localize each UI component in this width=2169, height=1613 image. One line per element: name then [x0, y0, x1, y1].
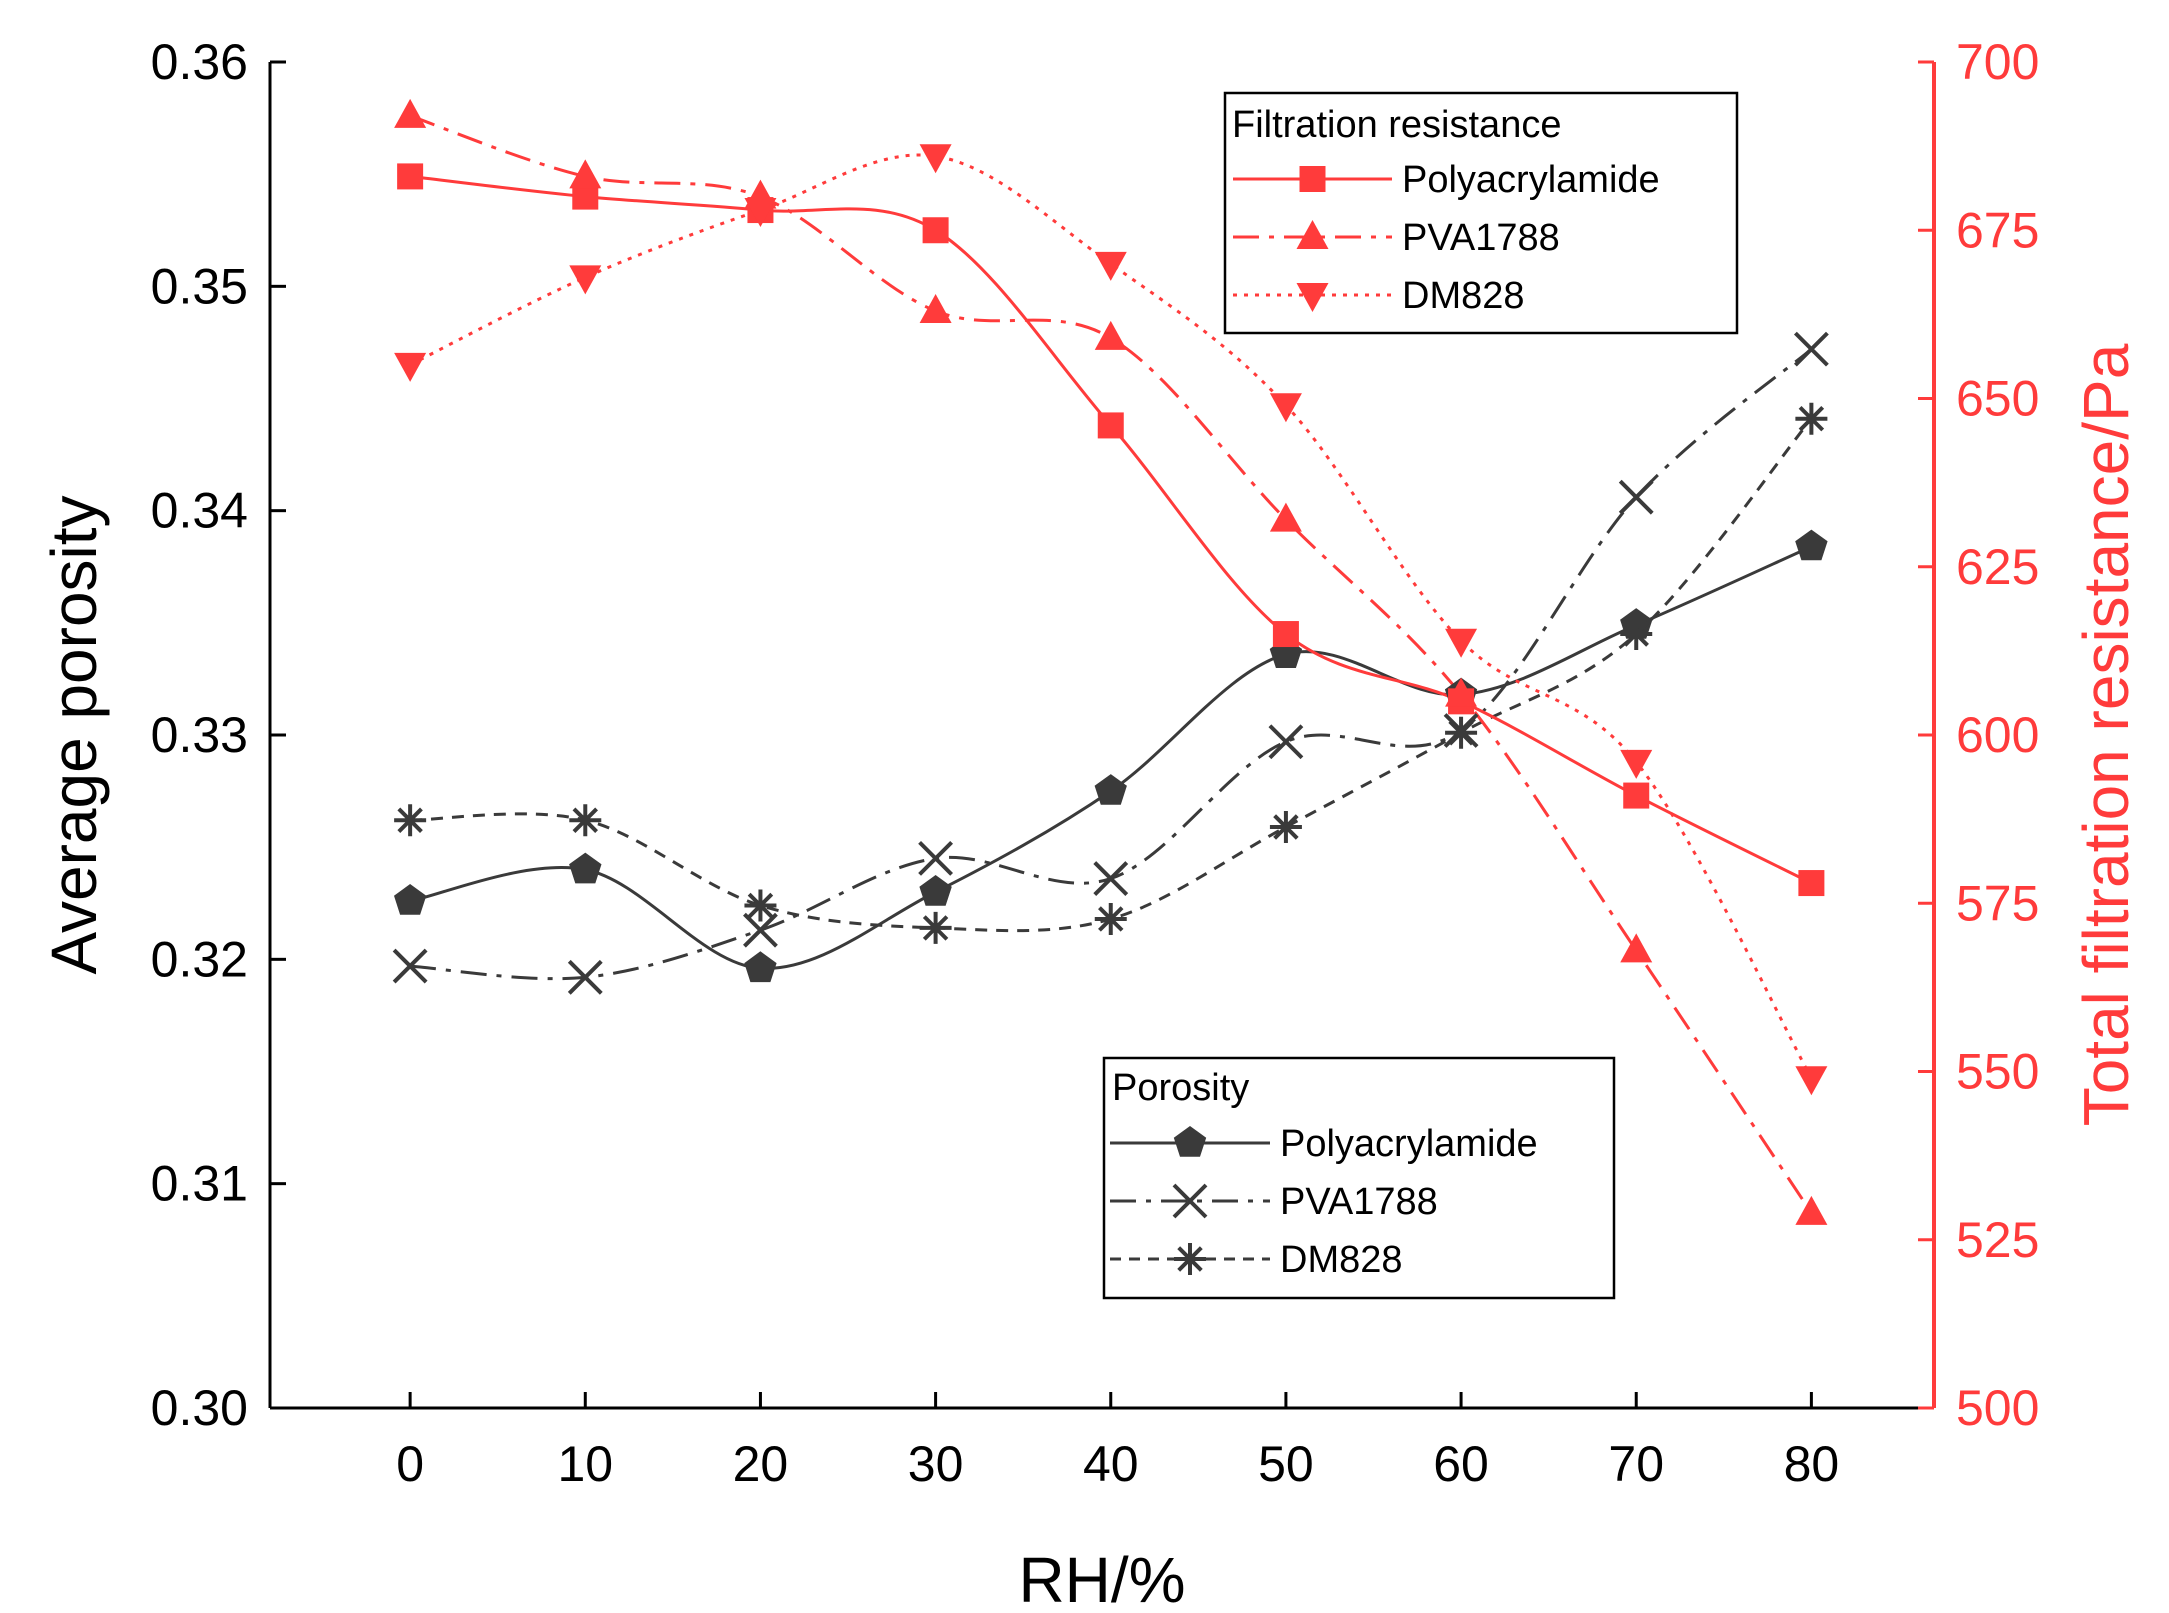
left-tick-label: 0.34: [151, 483, 248, 539]
x-tick-label: 60: [1433, 1436, 1489, 1492]
data-point-resistance-pva1788: [1620, 933, 1653, 963]
legend-marker-pva1788: [1172, 1183, 1208, 1219]
series-line-resistance-pva1788: [409, 114, 1813, 1214]
data-point-porosity-pva1788: [743, 912, 778, 948]
data-point-porosity-pva1788: [392, 948, 428, 984]
data-point-resistance-polyacrylamide: [1097, 412, 1124, 439]
data-point-porosity-polyacrylamide: [744, 951, 777, 983]
data-point-porosity-polyacrylamide: [1094, 774, 1127, 805]
data-point-porosity-dm828: [1094, 902, 1127, 935]
data-point-porosity-pva1788: [1268, 724, 1304, 760]
x-tick-label: 10: [557, 1436, 613, 1492]
right-tick-label: 675: [1956, 202, 2039, 258]
right-tick-label: 700: [1956, 34, 2039, 90]
data-point-porosity-pva1788: [567, 959, 603, 995]
right-tick-label: 625: [1956, 539, 2039, 595]
data-point-resistance-polyacrylamide: [1623, 782, 1650, 809]
x-tick-label: 0: [396, 1436, 424, 1492]
legend-label-polyacrylamide: Polyacrylamide: [1280, 1123, 1538, 1165]
left-tick-label: 0.33: [151, 707, 248, 763]
right-tick-label: 550: [1956, 1044, 2039, 1100]
right-axis-title: Total filtration resistance/Pa: [2070, 343, 2142, 1126]
data-point-resistance-pva1788: [919, 294, 952, 324]
left-tick-label: 0.32: [151, 931, 248, 987]
plot-markers: [392, 98, 1829, 1225]
data-point-resistance-polyacrylamide: [922, 217, 949, 244]
data-point-resistance-polyacrylamide: [1272, 621, 1299, 648]
data-point-resistance-dm828: [1094, 251, 1127, 281]
data-point-resistance-pva1788: [1795, 1195, 1828, 1225]
data-point-resistance-pva1788: [1269, 502, 1302, 532]
data-point-resistance-dm828: [1269, 393, 1302, 423]
data-point-porosity-polyacrylamide: [1795, 529, 1828, 561]
data-point-porosity-dm828: [919, 911, 952, 944]
data-point-resistance-dm828: [1620, 749, 1653, 779]
data-point-porosity-dm828: [1795, 402, 1828, 435]
data-point-resistance-pva1788: [394, 98, 427, 128]
legend-label-dm828: DM828: [1280, 1239, 1403, 1281]
data-point-resistance-polyacrylamide: [397, 163, 424, 190]
left-axis-title: Average porosity: [38, 495, 110, 974]
data-point-porosity-dm828: [744, 889, 777, 922]
data-point-resistance-pva1788: [569, 159, 602, 189]
series-line-porosity-dm828: [410, 417, 1813, 933]
legend-marker-polyacrylamide: [1299, 166, 1326, 192]
legend-label-pva1788: PVA1788: [1402, 217, 1560, 259]
data-point-porosity-dm828: [394, 804, 427, 837]
right-axis-ticks: 500 525 550 575 600 625 650 675 700: [1918, 34, 2039, 1436]
data-point-resistance-dm828: [1795, 1066, 1828, 1096]
left-tick-label: 0.30: [151, 1380, 248, 1436]
x-tick-label: 80: [1784, 1436, 1840, 1492]
data-point-resistance-pva1788: [1445, 677, 1478, 707]
right-tick-label: 525: [1956, 1212, 2039, 1268]
data-point-porosity-pva1788: [1793, 331, 1829, 367]
legend-label-polyacrylamide: Polyacrylamide: [1402, 159, 1660, 201]
legend-marker-dm828: [1174, 1243, 1206, 1275]
x-tick-label: 50: [1258, 1436, 1314, 1492]
legend-marker-polyacrylamide: [1173, 1126, 1207, 1157]
x-axis-title: RH/%: [1018, 1544, 1185, 1613]
data-point-porosity-pva1788: [918, 840, 954, 876]
right-tick-label: 575: [1956, 875, 2039, 931]
data-point-porosity-polyacrylamide: [569, 852, 602, 884]
x-tick-label: 70: [1608, 1436, 1664, 1492]
left-tick-label: 0.35: [151, 258, 248, 314]
data-point-porosity-pva1788: [1618, 479, 1654, 515]
x-axis-ticks: 0 10 20 30 40 50 60 70 80: [396, 1392, 1839, 1492]
legend-marker-pva1788: [1296, 220, 1329, 249]
data-point-porosity-pva1788: [1093, 861, 1129, 896]
legend-items: Polyacrylamide PVA1788 DM828: [1233, 159, 1660, 317]
right-tick-label: 500: [1956, 1380, 2039, 1436]
data-point-porosity-dm828: [1620, 618, 1653, 651]
x-tick-label: 20: [733, 1436, 789, 1492]
data-point-porosity-dm828: [569, 804, 602, 837]
legend-items: Polyacrylamide PVA1788 DM828: [1110, 1123, 1538, 1281]
data-point-resistance-dm828: [569, 265, 602, 295]
data-point-resistance-dm828: [1445, 628, 1478, 658]
left-axis-ticks: 0.30 0.31 0.32 0.33 0.34 0.35 0.36: [151, 34, 286, 1436]
x-tick-label: 30: [908, 1436, 964, 1492]
data-point-porosity-dm828: [1445, 716, 1478, 749]
data-point-porosity-dm828: [1269, 810, 1302, 843]
left-tick-label: 0.31: [151, 1156, 248, 1212]
data-point-resistance-pva1788: [1094, 320, 1127, 350]
legend-title: Porosity: [1112, 1067, 1249, 1109]
legend-porosity: Porosity Polyacrylamide PVA1788 DM828: [1102, 1056, 1616, 1300]
right-tick-label: 650: [1956, 371, 2039, 427]
legend-title: Filtration resistance: [1232, 104, 1561, 146]
data-point-resistance-dm828: [744, 198, 777, 228]
data-point-resistance-dm828: [394, 352, 427, 382]
legend-marker-dm828: [1296, 283, 1329, 312]
right-tick-label: 600: [1956, 707, 2039, 763]
left-tick-label: 0.36: [151, 34, 248, 90]
x-tick-label: 40: [1083, 1436, 1139, 1492]
legend-label-pva1788: PVA1788: [1280, 1181, 1438, 1223]
data-point-resistance-polyacrylamide: [1798, 870, 1825, 897]
data-point-porosity-polyacrylamide: [919, 875, 952, 906]
data-point-resistance-dm828: [919, 144, 952, 174]
data-point-porosity-polyacrylamide: [394, 884, 427, 915]
legend-filtration-resistance: Filtration resistance Polyacrylamide PVA1…: [1223, 91, 1739, 335]
legend-label-dm828: DM828: [1402, 275, 1525, 317]
